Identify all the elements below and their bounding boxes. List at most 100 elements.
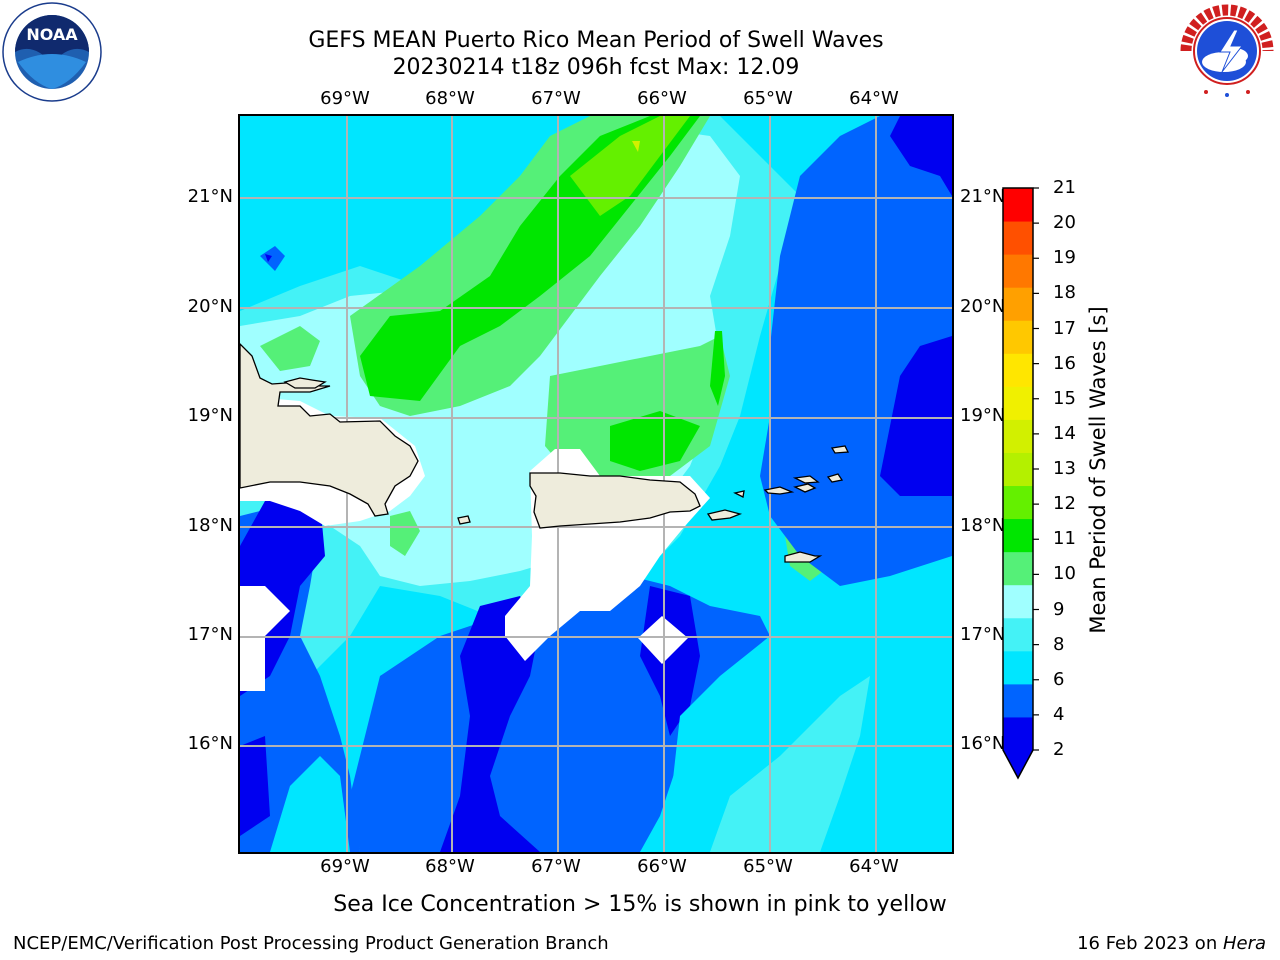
colorbar-tick-label: 19 — [1053, 247, 1076, 269]
colorbar-segment — [1003, 188, 1033, 222]
lon-tick-top-67: 67°W — [531, 88, 581, 109]
footer-date: 16 Feb 2023 on Hera — [1077, 933, 1266, 954]
colorbar-tick-label: 11 — [1053, 528, 1076, 550]
lon-tick-bottom-65: 65°W — [743, 856, 793, 877]
colorbar-tick-label: 12 — [1053, 493, 1076, 515]
sea-ice-footnote: Sea Ice Concentration > 15% is shown in … — [333, 892, 947, 917]
field-0-2-south-mid — [440, 596, 540, 852]
chart-subtitle: 20230214 t18z 096h fcst Max: 12.09 — [392, 55, 800, 80]
lat-tick-right-18: 18°N — [960, 515, 1006, 536]
lat-tick-right-19: 19°N — [960, 405, 1006, 426]
colorbar-segment — [1003, 518, 1033, 553]
land-st-thomas — [763, 486, 795, 495]
noaa-logo-text: NOAA — [26, 25, 78, 44]
lat-tick-left-18: 18°N — [187, 515, 233, 536]
colorbar-tick-label: 15 — [1053, 387, 1076, 409]
lon-tick-bottom-69: 69°W — [320, 856, 370, 877]
lon-tick-top-69: 69°W — [320, 88, 370, 109]
field-2-4-northwest — [260, 246, 285, 271]
colorbar-segment — [1003, 650, 1033, 685]
colorbar-tick-label: 9 — [1053, 598, 1065, 620]
lon-tick-bottom-66: 66°W — [637, 856, 687, 877]
lat-tick-right-16: 16°N — [960, 733, 1006, 754]
nodata-west — [240, 586, 290, 691]
lon-tick-top-66: 66°W — [637, 88, 687, 109]
colorbar-segment — [1003, 320, 1033, 354]
field-0-2-southwest-corner — [240, 736, 270, 836]
land-culebra — [733, 490, 745, 498]
lon-tick-bottom-67: 67°W — [531, 856, 581, 877]
lat-tick-left-19: 19°N — [187, 405, 233, 426]
field-10-11-east — [710, 331, 725, 406]
colorbar-tick-label: 10 — [1053, 563, 1076, 585]
noaa-logo: NOAA — [2, 2, 102, 102]
land-st-croix — [784, 551, 823, 563]
colorbar-tick-label: 8 — [1053, 633, 1065, 655]
colorbar-segment — [1003, 584, 1033, 619]
land-turks — [283, 377, 327, 389]
colorbar-segment — [1003, 353, 1033, 387]
colorbar-segment — [1003, 452, 1033, 487]
lat-tick-left-16: 16°N — [187, 733, 233, 754]
footer-date-text: 16 Feb 2023 on — [1077, 933, 1223, 954]
lat-tick-right-20: 20°N — [960, 296, 1006, 317]
colorbar-segment — [1003, 716, 1033, 778]
colorbar-segment — [1003, 617, 1033, 652]
colorbar-segment — [1003, 683, 1033, 718]
colorbar-tick-label: 2 — [1053, 739, 1065, 760]
land-tortola — [792, 475, 820, 484]
field-4-6-southwest — [270, 756, 350, 852]
colorbar-segment — [1003, 287, 1033, 321]
lat-tick-left-17: 17°N — [187, 624, 233, 645]
colorbar-label: Mean Period of Swell Waves [s] — [1086, 306, 1110, 634]
field-11-12-max — [632, 141, 640, 152]
colorbar-segment — [1003, 221, 1033, 255]
colorbar-tick-label: 6 — [1053, 668, 1065, 690]
land — [240, 343, 850, 563]
footer-machine: Hera — [1222, 933, 1266, 954]
land-vieques — [706, 509, 743, 521]
colorbar-tick-label: 21 — [1053, 177, 1076, 198]
lon-tick-bottom-64: 64°W — [849, 856, 899, 877]
lon-tick-bottom-68: 68°W — [425, 856, 475, 877]
colorbar-tick-label: 13 — [1053, 458, 1076, 479]
colorbar-tick-label: 18 — [1053, 282, 1076, 304]
field-0-2-northwest-spot — [265, 254, 272, 262]
colorbar-tick-label: 14 — [1053, 422, 1076, 444]
colorbar-segment — [1003, 386, 1033, 420]
lon-tick-top-64: 64°W — [849, 88, 899, 109]
land-virgin-gorda — [826, 473, 844, 483]
lat-tick-right-17: 17°N — [960, 624, 1006, 645]
chart-title: GEFS MEAN Puerto Rico Mean Period of Swe… — [308, 28, 884, 53]
footer-producer: NCEP/EMC/Verification Post Processing Pr… — [13, 933, 609, 954]
colorbar-tick-label: 16 — [1053, 352, 1076, 374]
land-anegada — [830, 445, 850, 454]
field-11-12 — [570, 116, 690, 216]
colorbar-outline — [1002, 187, 1034, 780]
field-0-2-east — [890, 116, 952, 196]
map-panel — [238, 114, 954, 854]
land-st-john — [793, 483, 817, 493]
colorbar-segment — [1003, 254, 1033, 288]
colorbar — [1002, 187, 1039, 780]
field-6-8-south — [710, 676, 870, 852]
colorbar-tick-label: 20 — [1053, 212, 1076, 234]
colorbar-segment — [1003, 419, 1033, 453]
field-9-10-south — [390, 511, 420, 556]
colorbar-segment — [1003, 551, 1033, 586]
colorbar-segment — [1003, 485, 1033, 520]
lat-tick-left-21: 21°N — [187, 186, 233, 207]
swell-period-map — [240, 116, 952, 852]
lon-tick-top-65: 65°W — [743, 88, 793, 109]
lat-tick-left-20: 20°N — [187, 296, 233, 317]
field-0-2-east-lower — [880, 336, 952, 496]
field-9-10-west — [260, 326, 320, 371]
field-4-6-south — [670, 576, 952, 852]
lat-tick-right-21: 21°N — [960, 186, 1006, 207]
nws-logo — [1180, 4, 1274, 98]
land-mona — [457, 515, 471, 525]
field-10-11-mid — [610, 411, 700, 471]
colorbar-tick-label: 17 — [1053, 317, 1076, 339]
colorbar-tick-label: 4 — [1053, 703, 1065, 725]
land-puerto-rico — [529, 472, 701, 529]
